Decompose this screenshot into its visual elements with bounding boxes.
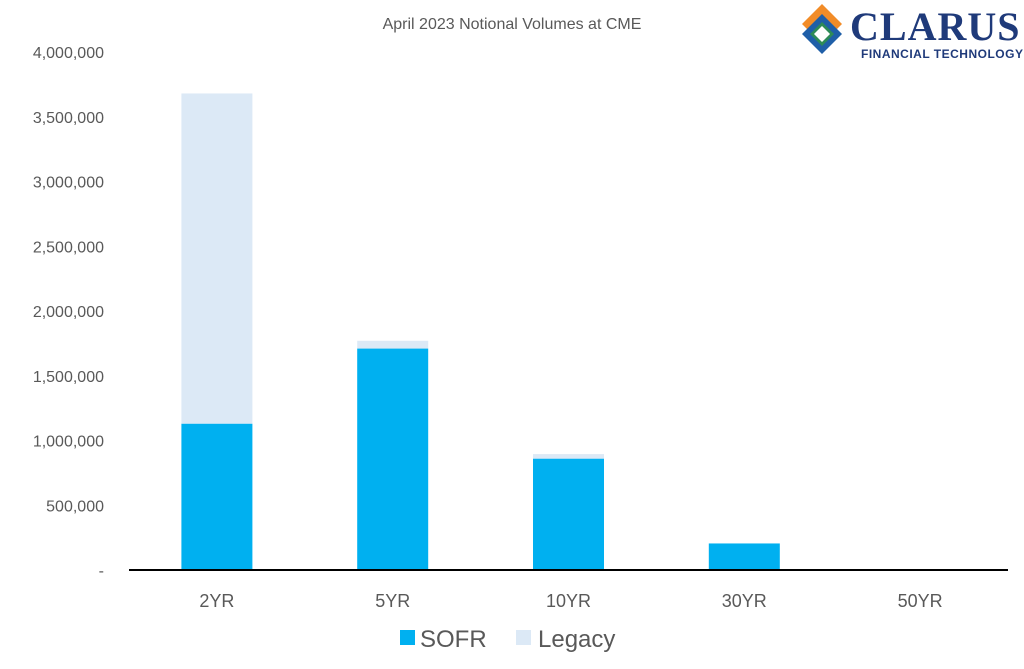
bar-legacy-5yr [357, 340, 429, 349]
x-axis-ticks: 2YR 5YR 10YR 30YR 50YR [199, 591, 942, 611]
bar-sofr-2yr [181, 423, 253, 570]
logo-tagline: FINANCIAL TECHNOLOGY [861, 47, 1023, 61]
y-tick-label: 2,500,000 [33, 239, 104, 256]
y-tick-label: 1,500,000 [33, 369, 104, 386]
clarus-logo: CLARUS FINANCIAL TECHNOLOGY [802, 4, 1023, 61]
y-tick-label: 1,000,000 [33, 434, 104, 451]
bar-sofr-10yr [533, 458, 604, 570]
x-tick-label: 5YR [375, 591, 410, 611]
bar-sofr-5yr [357, 348, 429, 570]
logo-name: CLARUS [850, 4, 1020, 49]
y-tick-label: - [99, 563, 104, 580]
x-tick-label: 10YR [546, 591, 591, 611]
bar-sofr-30yr [708, 543, 780, 570]
bars [181, 93, 780, 570]
clarus-diamond-icon [802, 4, 842, 54]
y-tick-label: 2,000,000 [33, 304, 104, 321]
legend-label-sofr: SOFR [420, 626, 487, 653]
bar-legacy-2yr [181, 93, 253, 424]
y-tick-label: 3,000,000 [33, 175, 104, 192]
y-tick-label: 4,000,000 [33, 45, 104, 62]
y-axis-ticks: - 500,000 1,000,000 1,500,000 2,000,000 2,500… [33, 45, 104, 580]
legend: SOFR Legacy [400, 626, 615, 653]
bar-legacy-10yr [533, 454, 604, 459]
x-tick-label: 30YR [722, 591, 767, 611]
legend-label-legacy: Legacy [538, 626, 615, 653]
x-tick-label: 2YR [199, 591, 234, 611]
y-tick-label: 500,000 [46, 498, 104, 515]
legend-swatch-sofr [400, 630, 415, 645]
chart-title: April 2023 Notional Volumes at CME [383, 16, 642, 33]
x-tick-label: 50YR [898, 591, 943, 611]
y-tick-label: 3,500,000 [33, 110, 104, 127]
legend-swatch-legacy [516, 630, 531, 645]
